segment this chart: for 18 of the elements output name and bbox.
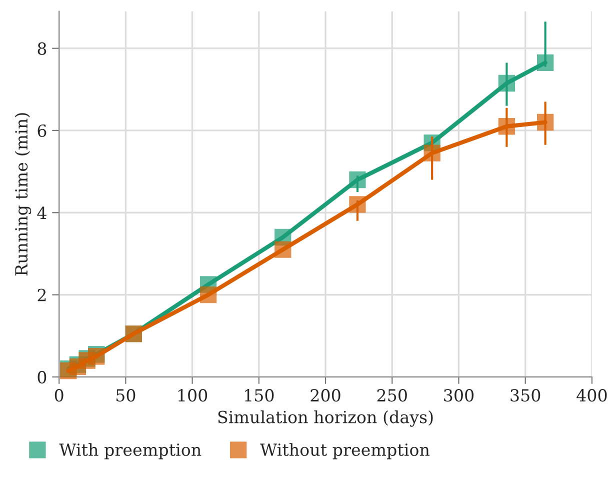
x-tick-label: 0 bbox=[54, 389, 64, 402]
y-tick-label: 2 bbox=[38, 288, 46, 302]
x-tick-label: 200 bbox=[310, 389, 340, 402]
y-tick-label: 6 bbox=[38, 124, 46, 138]
y-tick-label: 0 bbox=[38, 370, 46, 384]
y-tick-label: 4 bbox=[37, 206, 46, 219]
x-tick-label: 400 bbox=[576, 389, 607, 402]
legend-label: With preemption bbox=[59, 443, 202, 460]
x-tick-label: 150 bbox=[245, 389, 274, 402]
x-tick-label: 50 bbox=[116, 389, 136, 402]
x-tick-label: 100 bbox=[178, 389, 208, 402]
x-tick-label: 350 bbox=[510, 389, 540, 402]
x-tick-label: 250 bbox=[377, 389, 407, 402]
y-tick-label: 8 bbox=[38, 42, 46, 55]
x-axis-title: Simulation horizon (days) bbox=[218, 410, 433, 427]
x-tick-label: 300 bbox=[444, 389, 474, 402]
y-axis-title: Running time (min) bbox=[14, 113, 32, 276]
legend-label: Without preemption bbox=[260, 443, 430, 460]
